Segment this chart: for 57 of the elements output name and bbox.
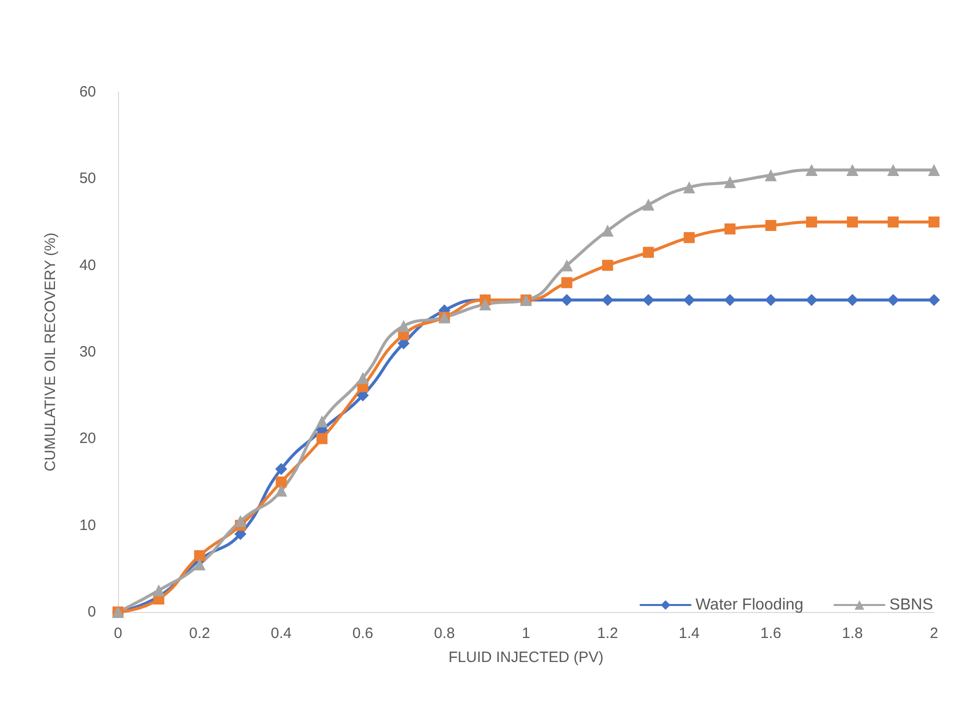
point [724,294,736,306]
x-tick-label: 1.2 [597,625,618,642]
point [602,224,614,237]
point [806,216,818,228]
point [764,294,777,306]
x-tick-label: 1.4 [678,625,700,642]
point [887,164,900,176]
point [887,294,900,306]
y-tick-label: 0 [88,604,96,620]
x-tick-label: 1.8 [842,625,863,642]
y-tick-label: 50 [79,170,96,188]
point [560,294,573,306]
point [888,216,899,228]
point [806,164,818,176]
legend-label: Water Flooding [696,596,804,614]
x-tick-label: 0 [114,625,122,642]
point [724,176,736,188]
x-axis-title: FLUID INJECTED (PV) [448,649,604,666]
y-tick-label: 60 [79,84,96,100]
x-tick-label: 0.6 [352,625,374,642]
x-tick-label: 0.4 [270,625,292,642]
point [602,260,614,271]
point [276,476,287,488]
point [928,164,940,176]
y-tick-label: 20 [79,430,96,448]
x-tick-label: 0.8 [434,625,455,642]
point [765,220,776,231]
point [356,372,369,384]
point [316,415,328,428]
x-tick-label: 0.2 [189,625,210,642]
point [275,463,288,475]
y-tick-label: 10 [79,516,96,534]
point [684,232,695,244]
point [398,320,410,332]
point [642,198,654,211]
point [724,223,736,234]
x-tick-label: 2 [930,625,938,642]
point [683,181,696,194]
point [316,433,328,444]
point [928,294,940,306]
point [152,584,165,596]
y-tick-label: 30 [79,344,96,360]
point [561,277,572,288]
y-axis-title: CUMULATIVE OIL RECOVERY (%) [42,232,59,472]
point [764,169,777,182]
point [683,294,696,306]
point [479,298,492,310]
x-tick-label: 1 [522,625,530,642]
point [275,484,288,497]
point [642,246,654,258]
legend-label: SBNS [889,596,934,614]
x-tick-label: 1.6 [760,625,782,642]
point [846,164,858,176]
point [846,216,858,228]
point [928,216,940,228]
y-tick-label: 40 [79,256,96,274]
point [234,515,246,527]
